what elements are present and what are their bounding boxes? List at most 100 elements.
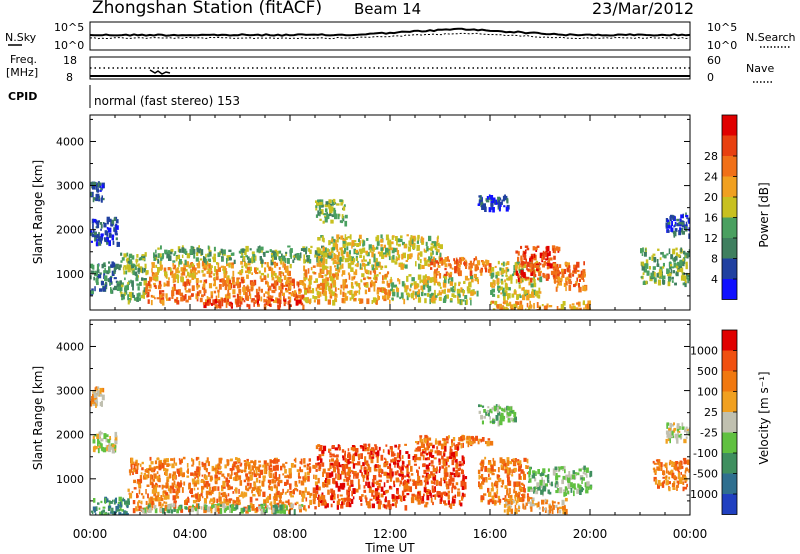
scatter-cell bbox=[370, 457, 374, 464]
scatter-cell bbox=[156, 465, 159, 469]
scatter-cell bbox=[583, 465, 586, 470]
scatter-cell bbox=[287, 270, 291, 277]
scatter-cell bbox=[386, 489, 389, 493]
scatter-cell bbox=[359, 469, 362, 473]
scatter-cell bbox=[201, 464, 204, 467]
scatter-cell bbox=[485, 267, 488, 273]
scatter-cell bbox=[401, 465, 404, 471]
scatter-cell bbox=[522, 287, 525, 291]
scatter-cell bbox=[299, 466, 301, 472]
scatter-cell bbox=[523, 505, 527, 510]
scatter-cell bbox=[224, 493, 227, 499]
scatter-cell bbox=[511, 474, 514, 477]
scatter-cell bbox=[538, 507, 541, 510]
scatter-cell bbox=[258, 485, 261, 489]
scatter-cell bbox=[305, 497, 308, 502]
scatter-cell bbox=[350, 260, 354, 265]
scatter-cell bbox=[218, 284, 222, 290]
scatter-cell bbox=[480, 414, 483, 420]
scatter-cell bbox=[567, 490, 570, 495]
scatter-cell bbox=[441, 465, 445, 469]
scatter-cell bbox=[428, 235, 432, 242]
scatter-cell bbox=[190, 245, 193, 250]
scatter-cell bbox=[275, 487, 278, 491]
scatter-cell bbox=[114, 435, 118, 441]
scatter-cell bbox=[312, 493, 316, 499]
scatter-cell bbox=[545, 258, 549, 261]
scatter-cell bbox=[170, 270, 174, 276]
colorbar-tick-label: 4 bbox=[711, 273, 718, 286]
scatter-cell bbox=[645, 280, 648, 285]
scatter-cell bbox=[446, 256, 449, 262]
scatter-cell bbox=[288, 292, 291, 295]
scatter-cell bbox=[188, 282, 191, 286]
scatter-cell bbox=[417, 252, 421, 256]
scatter-cell bbox=[304, 289, 307, 295]
scatter-cell bbox=[274, 253, 277, 257]
scatter-cell bbox=[205, 299, 208, 303]
scatter-cell bbox=[484, 456, 487, 460]
scatter-cell bbox=[114, 285, 117, 291]
scatter-cell bbox=[333, 209, 337, 216]
scatter-cell bbox=[264, 262, 267, 265]
scatter-cell bbox=[277, 304, 281, 308]
scatter-cell bbox=[490, 202, 493, 207]
scatter-cell bbox=[247, 260, 252, 263]
scatter-cell bbox=[363, 282, 367, 286]
scatter-cell bbox=[666, 223, 671, 229]
scatter-cell bbox=[153, 467, 156, 471]
scatter-cell bbox=[366, 298, 370, 305]
scatter-cell bbox=[230, 469, 233, 476]
scatter-cell bbox=[107, 512, 110, 515]
scatter-cell bbox=[501, 262, 504, 266]
scatter-cell bbox=[506, 504, 510, 507]
scatter-cell bbox=[334, 287, 337, 292]
scatter-cell bbox=[240, 269, 244, 274]
scatter-cell bbox=[326, 269, 328, 276]
scatter-cell bbox=[658, 269, 662, 275]
scatter-cell bbox=[379, 474, 382, 478]
scatter-cell bbox=[318, 256, 322, 259]
scatter-cell bbox=[363, 485, 366, 489]
scatter-cell bbox=[667, 276, 672, 280]
scatter-cell bbox=[236, 293, 239, 300]
scatter-cell bbox=[92, 506, 96, 511]
scatter-cell bbox=[326, 203, 330, 208]
scatter-cell bbox=[383, 244, 386, 249]
scatter-cell bbox=[416, 240, 419, 244]
scatter-cell bbox=[675, 247, 678, 251]
scatter-cell bbox=[349, 234, 352, 240]
scatter-cell bbox=[341, 501, 343, 506]
scatter-cell bbox=[383, 252, 387, 255]
scatter-cell bbox=[247, 261, 251, 266]
scatter-cell bbox=[517, 498, 520, 502]
scatter-cell bbox=[324, 285, 328, 290]
scatter-cell bbox=[504, 499, 508, 502]
scatter-cell bbox=[92, 435, 95, 440]
scatter-cell bbox=[685, 214, 689, 218]
scatter-cell bbox=[108, 232, 112, 238]
scatter-cell bbox=[581, 487, 583, 493]
scatter-cell bbox=[436, 293, 440, 296]
scatter-cell bbox=[328, 472, 332, 478]
scatter-cell bbox=[350, 484, 354, 487]
scatter-cell bbox=[481, 474, 484, 480]
scatter-cell bbox=[503, 509, 506, 513]
scatter-cell bbox=[203, 281, 206, 288]
scatter-cell bbox=[310, 245, 313, 249]
scatter-cell bbox=[561, 479, 564, 485]
scatter-cell bbox=[684, 281, 687, 288]
scatter-cell bbox=[672, 270, 675, 274]
scatter-cell bbox=[531, 277, 535, 280]
scatter-cell bbox=[432, 276, 436, 283]
scatter-cell bbox=[182, 281, 186, 287]
scatter-cell bbox=[318, 248, 322, 254]
scatter-cell bbox=[260, 272, 265, 276]
scatter-cell bbox=[578, 286, 582, 293]
scatter-cell bbox=[347, 242, 352, 246]
power-ylabel: Slant Range [km] bbox=[31, 160, 45, 264]
scatter-cell bbox=[582, 271, 585, 278]
scatter-cell bbox=[366, 252, 370, 257]
scatter-cell bbox=[264, 505, 267, 509]
scatter-cell bbox=[274, 256, 277, 260]
